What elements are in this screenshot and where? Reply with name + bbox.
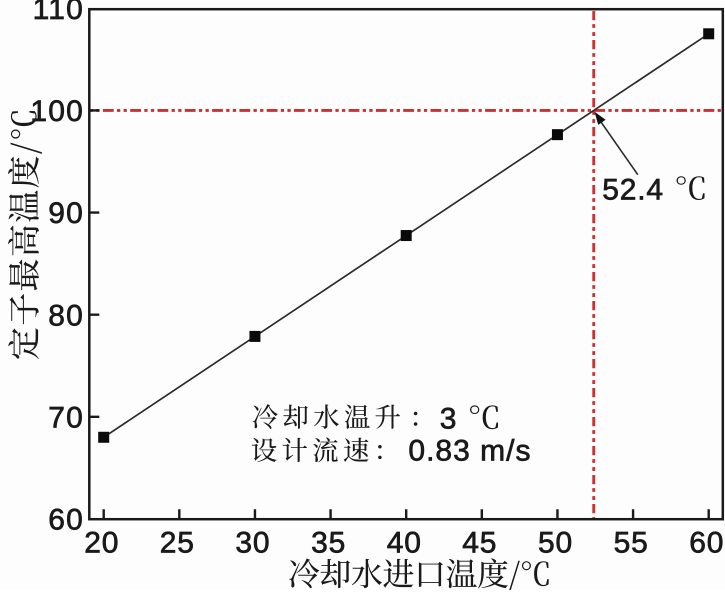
svg-text:80: 80 xyxy=(48,299,84,332)
svg-text:100: 100 xyxy=(30,95,84,128)
svg-text:20: 20 xyxy=(84,527,119,560)
svg-text:30: 30 xyxy=(235,527,270,560)
svg-text:3: 3 xyxy=(440,402,457,435)
svg-text:70: 70 xyxy=(48,402,84,435)
svg-text:50: 50 xyxy=(538,527,573,560)
svg-text:45: 45 xyxy=(462,527,497,560)
svg-text:25: 25 xyxy=(160,527,195,560)
svg-text:90: 90 xyxy=(48,197,84,230)
svg-text:52.4: 52.4 xyxy=(602,174,664,207)
svg-text:110: 110 xyxy=(33,0,84,26)
svg-text:0.83 m/s: 0.83 m/s xyxy=(408,435,531,468)
svg-text:60: 60 xyxy=(689,527,724,560)
svg-text:55: 55 xyxy=(614,527,649,560)
svg-text:35: 35 xyxy=(311,527,346,560)
svg-text:40: 40 xyxy=(387,527,422,560)
svg-text:60: 60 xyxy=(48,504,84,537)
